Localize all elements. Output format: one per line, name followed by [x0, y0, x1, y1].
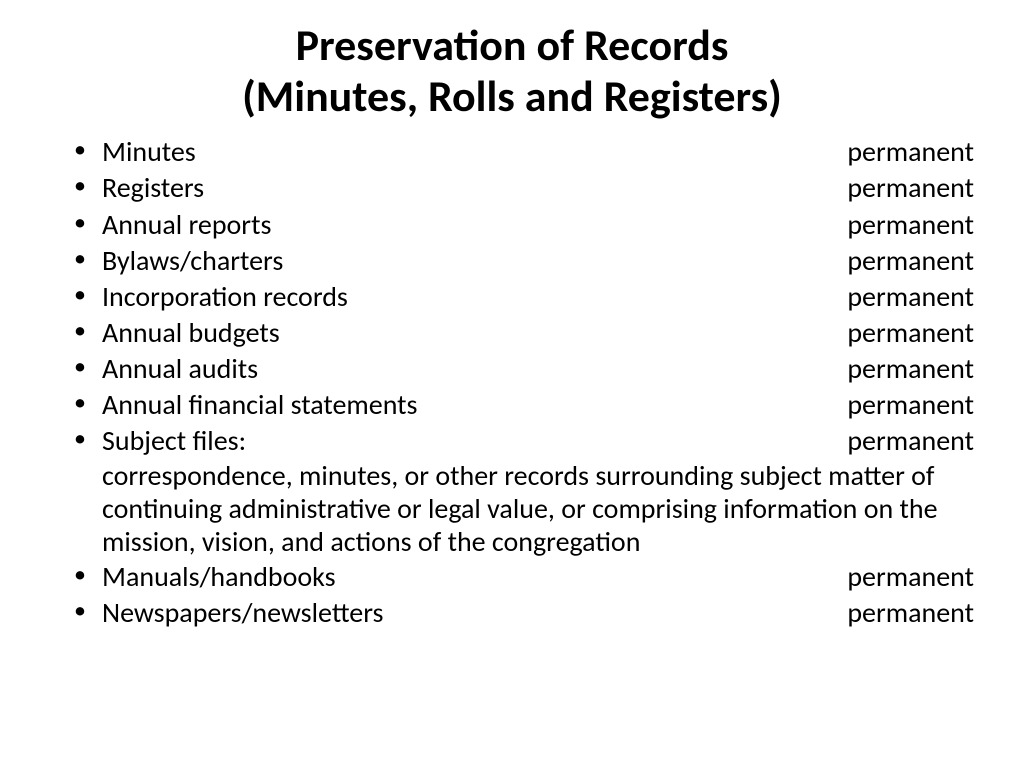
list-item: Incorporation records permanent	[102, 280, 974, 314]
list-item-row: Annual budgets permanent	[102, 316, 974, 350]
list-item-row: Annual audits permanent	[102, 352, 974, 386]
record-value: permanent	[847, 352, 974, 386]
list-item-row: Bylaws/charters permanent	[102, 244, 974, 278]
record-label: Annual audits	[102, 352, 258, 386]
title-line-1: Preservation of Records	[296, 18, 729, 72]
record-label: Newspapers/newsletters	[102, 596, 383, 630]
list-item-row: Incorporation records permanent	[102, 280, 974, 314]
record-label: Annual financial statements	[102, 388, 418, 422]
slide-title: Preservation of Records (Minutes, Rolls …	[50, 20, 974, 121]
record-value: permanent	[847, 208, 974, 242]
title-line-2: (Minutes, Rolls and Registers)	[242, 69, 782, 123]
record-value: permanent	[847, 316, 974, 350]
record-label: Subject files:	[102, 424, 246, 458]
list-item: Annual financial statements permanent	[102, 388, 974, 422]
list-item: Annual budgets permanent	[102, 316, 974, 350]
list-item: Minutes permanent	[102, 135, 974, 169]
list-item-row: Manuals/handbooks permanent	[102, 560, 974, 594]
list-item-row: Annual financial statements permanent	[102, 388, 974, 422]
list-item-row: Annual reports permanent	[102, 208, 974, 242]
record-value: permanent	[847, 135, 974, 169]
list-item: Registers permanent	[102, 171, 974, 205]
list-item: Bylaws/charters permanent	[102, 244, 974, 278]
list-item-row: Minutes permanent	[102, 135, 974, 169]
record-subtext: correspondence, minutes, or other record…	[102, 459, 974, 558]
list-item: Subject files: permanentcorrespondence, m…	[102, 424, 974, 557]
record-label: Registers	[102, 171, 204, 205]
record-label: Manuals/handbooks	[102, 560, 336, 594]
records-list: MinutespermanentRegisterspermanentAnnual…	[50, 135, 974, 630]
record-label: Minutes	[102, 135, 196, 169]
record-label: Annual budgets	[102, 316, 280, 350]
record-value: permanent	[847, 560, 974, 594]
list-item-row: Registers permanent	[102, 171, 974, 205]
record-label: Incorporation records	[102, 280, 348, 314]
list-item: Manuals/handbooks permanent	[102, 560, 974, 594]
list-item-row: Subject files: permanent	[102, 424, 974, 458]
record-label: Annual reports	[102, 208, 271, 242]
list-item-row: Newspapers/newsletters permanent	[102, 596, 974, 630]
record-label: Bylaws/charters	[102, 244, 283, 278]
record-value: permanent	[847, 280, 974, 314]
list-item: Newspapers/newsletters permanent	[102, 596, 974, 630]
list-item: Annual audits permanent	[102, 352, 974, 386]
list-item: Annual reports permanent	[102, 208, 974, 242]
record-value: permanent	[847, 388, 974, 422]
record-value: permanent	[847, 424, 974, 458]
record-value: permanent	[847, 244, 974, 278]
record-value: permanent	[847, 171, 974, 205]
record-value: permanent	[847, 596, 974, 630]
